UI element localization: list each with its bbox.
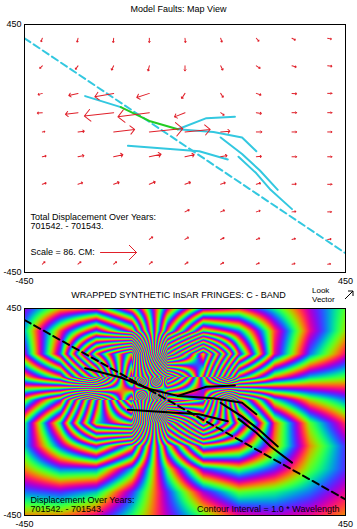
html-text:Look Vector: Look Vector — [312, 286, 335, 304]
svg-text:-450: -450 — [15, 519, 33, 529]
svg-text:Displacement Over Years:701542: Displacement Over Years:701542. - 701543… — [31, 495, 135, 514]
svg-text:-450: -450 — [15, 276, 33, 286]
svg-text:450: 450 — [338, 276, 353, 286]
html-text:Model Faults: Map View: Model Faults: Map View — [130, 4, 227, 14]
svg-text:Total Displacement Over Years:: Total Displacement Over Years:701542. - … — [31, 212, 157, 231]
svg-text:-450: -450 — [3, 267, 22, 278]
svg-text:Contour Interval = 1.0 * Wavel: Contour Interval = 1.0 * Wavelength — [197, 504, 340, 514]
svg-text:450: 450 — [6, 303, 21, 313]
svg-text:450: 450 — [338, 519, 353, 529]
html-text:WRAPPED SYNTHETIC InSAR FRINGE: WRAPPED SYNTHETIC InSAR FRINGES: C - BAN… — [71, 290, 286, 300]
svg-text:Scale = 86. CM:: Scale = 86. CM: — [31, 247, 95, 257]
svg-text:450: 450 — [6, 19, 21, 29]
svg-text:-450: -450 — [3, 510, 22, 521]
